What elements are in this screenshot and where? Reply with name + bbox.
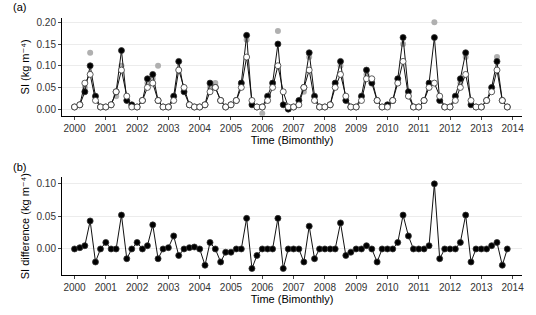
svg-text:Time (Bimonthly): Time (Bimonthly) (251, 134, 334, 146)
svg-text:2003: 2003 (157, 123, 180, 134)
svg-text:2011: 2011 (408, 123, 430, 134)
svg-text:0.10: 0.10 (37, 60, 57, 71)
svg-text:SI difference (kg m⁻⁴): SI difference (kg m⁻⁴) (19, 173, 31, 279)
svg-text:2004: 2004 (189, 123, 212, 134)
svg-text:2009: 2009 (345, 282, 368, 293)
svg-text:2013: 2013 (470, 123, 493, 134)
svg-text:2012: 2012 (439, 123, 462, 134)
svg-text:0.00: 0.00 (37, 104, 57, 115)
svg-text:0.10: 0.10 (37, 178, 57, 189)
svg-text:2005: 2005 (220, 123, 243, 134)
svg-text:SI (kg m⁻⁴): SI (kg m⁻⁴) (19, 39, 31, 94)
svg-text:(b): (b) (13, 161, 26, 173)
svg-text:2000: 2000 (63, 282, 86, 293)
svg-text:0.05: 0.05 (37, 211, 57, 222)
svg-text:2005: 2005 (220, 282, 243, 293)
svg-text:2001: 2001 (95, 123, 118, 134)
svg-text:2013: 2013 (470, 282, 493, 293)
svg-text:0.15: 0.15 (37, 39, 57, 50)
svg-text:2001: 2001 (95, 282, 118, 293)
svg-text:2000: 2000 (63, 123, 86, 134)
svg-text:2011: 2011 (408, 282, 430, 293)
svg-text:2008: 2008 (314, 123, 337, 134)
svg-text:2007: 2007 (282, 282, 305, 293)
svg-text:2002: 2002 (126, 123, 149, 134)
svg-text:2010: 2010 (376, 282, 399, 293)
svg-text:2006: 2006 (251, 123, 274, 134)
svg-text:2014: 2014 (501, 282, 524, 293)
svg-text:2010: 2010 (376, 123, 399, 134)
svg-text:2009: 2009 (345, 123, 368, 134)
svg-text:2004: 2004 (189, 282, 212, 293)
svg-text:(a): (a) (13, 1, 26, 13)
svg-text:Time (Bimonthly): Time (Bimonthly) (251, 293, 334, 305)
svg-text:2014: 2014 (501, 123, 524, 134)
svg-text:2002: 2002 (126, 282, 149, 293)
svg-text:0.00: 0.00 (37, 243, 57, 254)
svg-text:2012: 2012 (439, 282, 462, 293)
svg-text:2008: 2008 (314, 282, 337, 293)
svg-text:2007: 2007 (282, 123, 305, 134)
svg-text:2003: 2003 (157, 282, 180, 293)
svg-text:0.05: 0.05 (37, 82, 57, 93)
svg-text:0.20: 0.20 (37, 17, 57, 28)
svg-text:2006: 2006 (251, 282, 274, 293)
